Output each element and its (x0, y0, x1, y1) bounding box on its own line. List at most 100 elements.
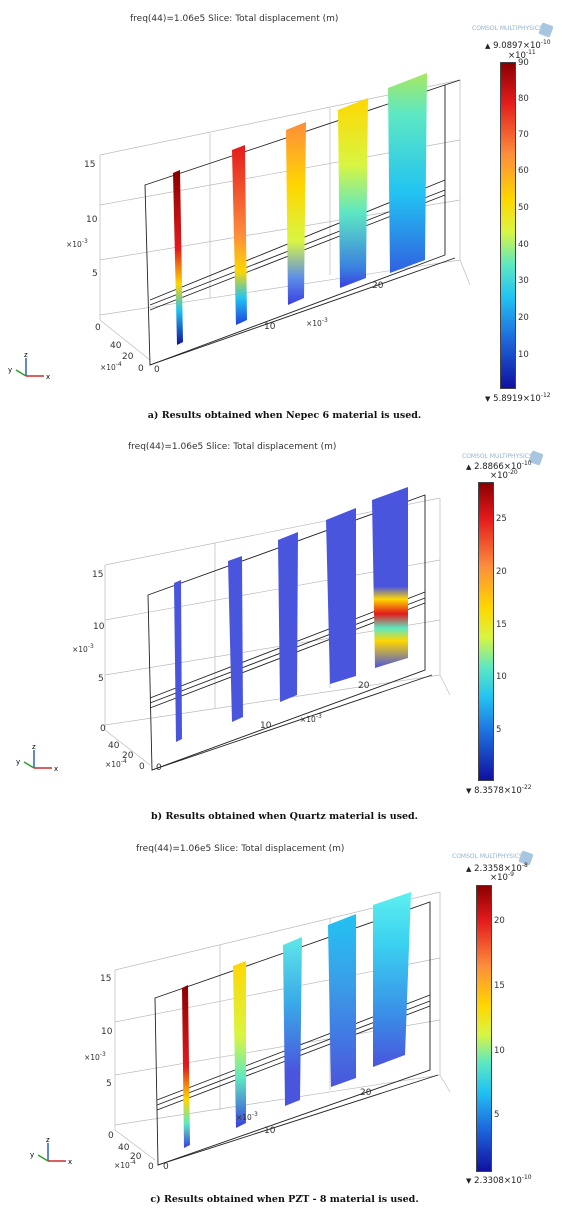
z-tick: 15 (92, 570, 103, 580)
z-tick: 0 (95, 323, 101, 333)
x-tick: 20 (360, 1088, 372, 1098)
colorbar-tick: 10 (518, 350, 529, 360)
svg-text:x: x (54, 765, 58, 773)
colorbar (478, 482, 494, 781)
y-tick: 0 (148, 1162, 154, 1170)
x-tick: 10 (260, 721, 272, 731)
svg-text:y: y (8, 366, 12, 374)
figure-panel-c: freq(44)=1.06e5 Slice: Total displacemen… (0, 810, 569, 1213)
axis-triad-icon: z x y (16, 743, 58, 773)
slice-4 (328, 914, 356, 1087)
colorbar-tick: 80 (518, 94, 529, 104)
slice-1 (173, 170, 183, 345)
slice-plot-3d: 15 10 ×10-3 5 0 40 20 ×10-4 0 0 10 ×10-3… (84, 891, 451, 1170)
z-tick: 0 (100, 724, 106, 734)
z-tick: 10 (86, 215, 98, 225)
plot-header: freq(44)=1.06e5 Slice: Total displacemen… (136, 844, 345, 854)
colorbar-max-label: ▲ 2.8866×10-10 (466, 460, 532, 472)
svg-text:y: y (16, 758, 20, 766)
x-tick: 0 (156, 763, 162, 773)
y-axis-unit: ×10-4 (100, 361, 122, 372)
colorbar-tick: 10 (496, 672, 507, 682)
z-axis-unit: ×10-3 (72, 643, 94, 654)
colorbar-tick: 20 (518, 313, 529, 323)
colorbar-tick: 20 (496, 567, 507, 577)
figure-caption: b) Results obtained when Quartz material… (151, 811, 418, 822)
colorbar-tick: 40 (518, 240, 529, 250)
colorbar-scale-exponent: ×10-20 (490, 469, 518, 481)
colorbar-tick: 30 (518, 276, 529, 286)
figure-caption: a) Results obtained when Nepec 6 materia… (147, 410, 422, 421)
slice-1 (174, 580, 182, 742)
slice-2 (232, 145, 247, 325)
svg-text:z: z (24, 351, 28, 359)
z-tick: 10 (93, 622, 105, 632)
y-tick: 20 (122, 751, 134, 761)
axis-triad-icon: z x y (30, 1136, 72, 1166)
slice-5 (373, 892, 411, 1067)
y-axis-unit: ×10-4 (114, 1159, 136, 1170)
x-tick: 20 (372, 281, 384, 291)
colorbar (500, 62, 516, 389)
slice-3 (278, 532, 298, 702)
colorbar-scale-exponent: ×10-11 (508, 49, 536, 61)
colorbar-tick: 5 (494, 1110, 500, 1120)
slice-4 (338, 98, 368, 288)
colorbar-tick: 20 (494, 916, 505, 926)
y-tick: 40 (110, 341, 122, 351)
svg-text:z: z (32, 743, 36, 751)
x-axis-unit: ×10-3 (306, 317, 328, 328)
slice-2 (233, 961, 246, 1128)
colorbar-tick: 10 (494, 1046, 505, 1056)
colorbar-tick: 5 (496, 725, 502, 735)
colorbar-max-label: ▲ 2.3358×10-8 (466, 862, 528, 874)
z-tick: 10 (101, 1027, 113, 1037)
x-tick: 20 (358, 681, 370, 691)
svg-text:y: y (30, 1151, 34, 1159)
slice-3 (283, 937, 302, 1106)
slice-1 (182, 985, 190, 1148)
svg-text:z: z (46, 1136, 50, 1144)
slice-2 (228, 556, 243, 722)
y-tick: 0 (139, 762, 145, 772)
figure-caption: c) Results obtained when PZT - 8 materia… (150, 1194, 419, 1205)
x-tick: 0 (163, 1162, 169, 1170)
z-tick: 5 (92, 269, 98, 279)
svg-text:x: x (46, 373, 50, 381)
y-tick: 20 (122, 352, 134, 362)
colorbar-min-label: ▼ 5.8919×10-12 (485, 392, 551, 404)
slice-4 (326, 508, 356, 684)
colorbar-tick: 60 (518, 166, 529, 176)
z-axis-unit: ×10-3 (84, 1051, 106, 1062)
comsol-logo-icon (538, 22, 554, 38)
z-axis-unit: ×10-3 (66, 238, 88, 249)
svg-text:x: x (68, 1158, 72, 1166)
plot-header: freq(44)=1.06e5 Slice: Total displacemen… (130, 14, 339, 24)
x-axis-unit: ×10-3 (300, 713, 322, 724)
comsol-logo: COMSOL MULTIPHYSICS (472, 22, 554, 40)
comsol-logo-text: COMSOL MULTIPHYSICS (452, 853, 523, 860)
colorbar-tick: 90 (518, 58, 529, 68)
y-tick: 0 (138, 364, 144, 374)
slice-5 (372, 487, 408, 668)
slice-5 (388, 73, 427, 273)
figure-panel-a: freq(44)=1.06e5 Slice: Total displacemen… (0, 0, 569, 421)
figure-panel-b: freq(44)=1.06e5 Slice: Total displacemen… (0, 400, 569, 822)
comsol-logo-text: COMSOL MULTIPHYSICS (472, 25, 543, 32)
colorbar-tick: 70 (518, 130, 529, 140)
slice-3 (286, 122, 306, 305)
colorbar-tick: 15 (494, 981, 505, 991)
z-tick: 5 (98, 674, 104, 684)
colorbar-tick: 15 (496, 620, 507, 630)
x-axis-unit: ×10-3 (236, 1111, 258, 1122)
comsol-logo: COMSOL MULTIPHYSICS (452, 850, 534, 868)
y-axis-unit: ×10-4 (105, 758, 127, 769)
colorbar (476, 885, 492, 1172)
x-tick: 10 (264, 322, 276, 332)
colorbar-max-label: ▲ 9.0897×10-10 (485, 39, 551, 51)
colorbar-min-label: ▼ 2.3308×10-10 (466, 1174, 532, 1186)
slice-plot-3d: 15 10 ×10-3 5 0 40 20 ×10-4 0 0 10 ×10-3… (72, 487, 451, 773)
x-tick: 0 (154, 365, 160, 375)
z-tick: 15 (84, 160, 95, 170)
colorbar-tick: 25 (496, 514, 507, 524)
